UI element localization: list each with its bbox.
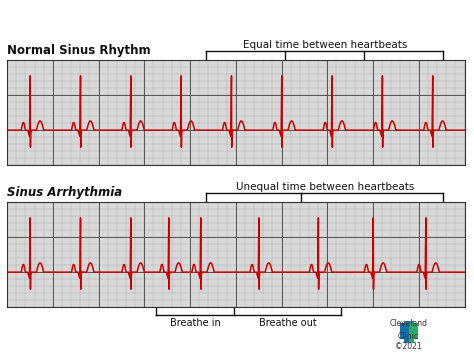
Text: Unequal time between heartbeats: Unequal time between heartbeats [236, 182, 414, 192]
Text: Breathe in: Breathe in [170, 318, 220, 328]
Text: ©2021: ©2021 [395, 343, 422, 351]
Bar [400, 323, 409, 339]
Bar [403, 333, 409, 343]
Bar [403, 321, 414, 343]
Bar [400, 323, 418, 339]
Bar [409, 333, 414, 343]
Text: Clinic: Clinic [398, 332, 419, 341]
Text: Normal Sinus Rhythm: Normal Sinus Rhythm [7, 44, 151, 57]
Text: Breathe out: Breathe out [259, 318, 317, 328]
Text: Equal time between heartbeats: Equal time between heartbeats [243, 40, 407, 50]
Text: Cleveland: Cleveland [390, 320, 428, 328]
Text: Sinus Arrhythmia: Sinus Arrhythmia [7, 186, 122, 199]
Bar [409, 323, 418, 339]
